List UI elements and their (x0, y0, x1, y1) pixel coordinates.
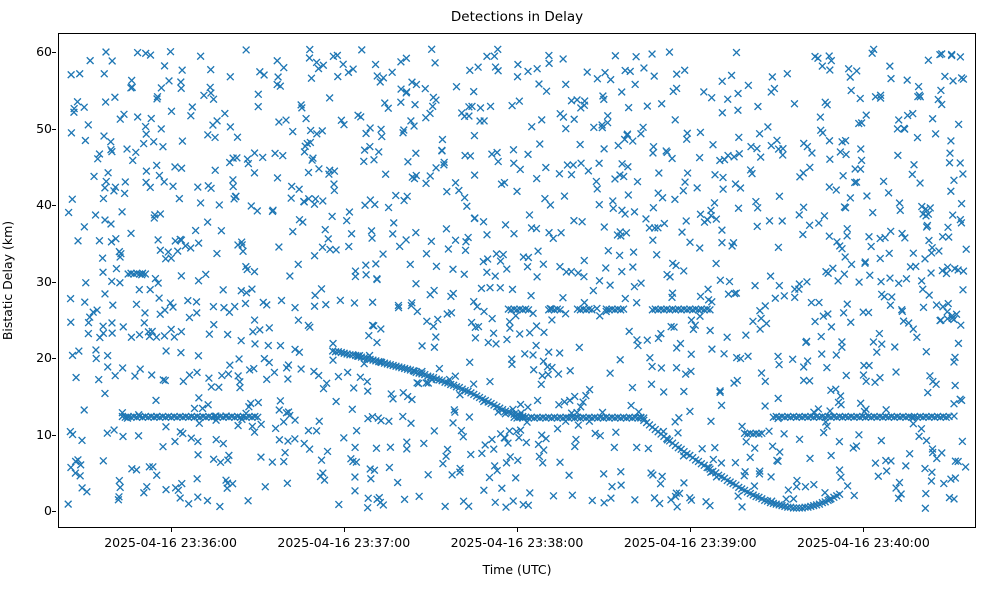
plot-area (58, 33, 976, 528)
y-tick-mark (52, 435, 56, 436)
y-tick-mark (52, 129, 56, 130)
x-tick-marks (58, 528, 976, 533)
x-tick-label: 2025-04-16 23:37:00 (277, 535, 411, 550)
y-tick-mark (52, 205, 56, 206)
y-tick-mark (52, 52, 56, 53)
y-tick-mark (52, 511, 56, 512)
scatter-series (64, 45, 971, 513)
y-tick-label: 30 (36, 273, 52, 289)
y-tick-label: 40 (36, 197, 52, 213)
x-tick-label: 2025-04-16 23:39:00 (623, 535, 757, 550)
y-tick-label: 60 (36, 44, 52, 60)
x-tick-mark (344, 528, 345, 532)
x-tick-mark (863, 528, 864, 532)
y-tick-mark (52, 358, 56, 359)
y-tick-label: 0 (44, 503, 52, 519)
x-tick-mark (171, 528, 172, 532)
x-tick-mark (690, 528, 691, 532)
x-tick-labels: 2025-04-16 23:36:00 2025-04-16 23:37:00 20… (0, 535, 989, 555)
x-axis-label: Time (UTC) (482, 562, 552, 577)
y-tick-mark (52, 282, 56, 283)
x-tick-label: 2025-04-16 23:38:00 (450, 535, 584, 550)
y-tick-label: 50 (36, 120, 52, 136)
y-tick-label: 20 (36, 350, 52, 366)
y-tick-labels: 0 10 20 30 40 50 60 (0, 33, 52, 528)
x-tick-label: 2025-04-16 23:40:00 (797, 535, 930, 550)
x-tick-mark (517, 528, 518, 532)
y-tick-marks (0, 33, 58, 528)
chart-title: Detections in Delay (450, 9, 584, 25)
y-tick-label: 10 (36, 426, 52, 442)
x-tick-label: 2025-04-16 23:36:00 (104, 535, 237, 550)
